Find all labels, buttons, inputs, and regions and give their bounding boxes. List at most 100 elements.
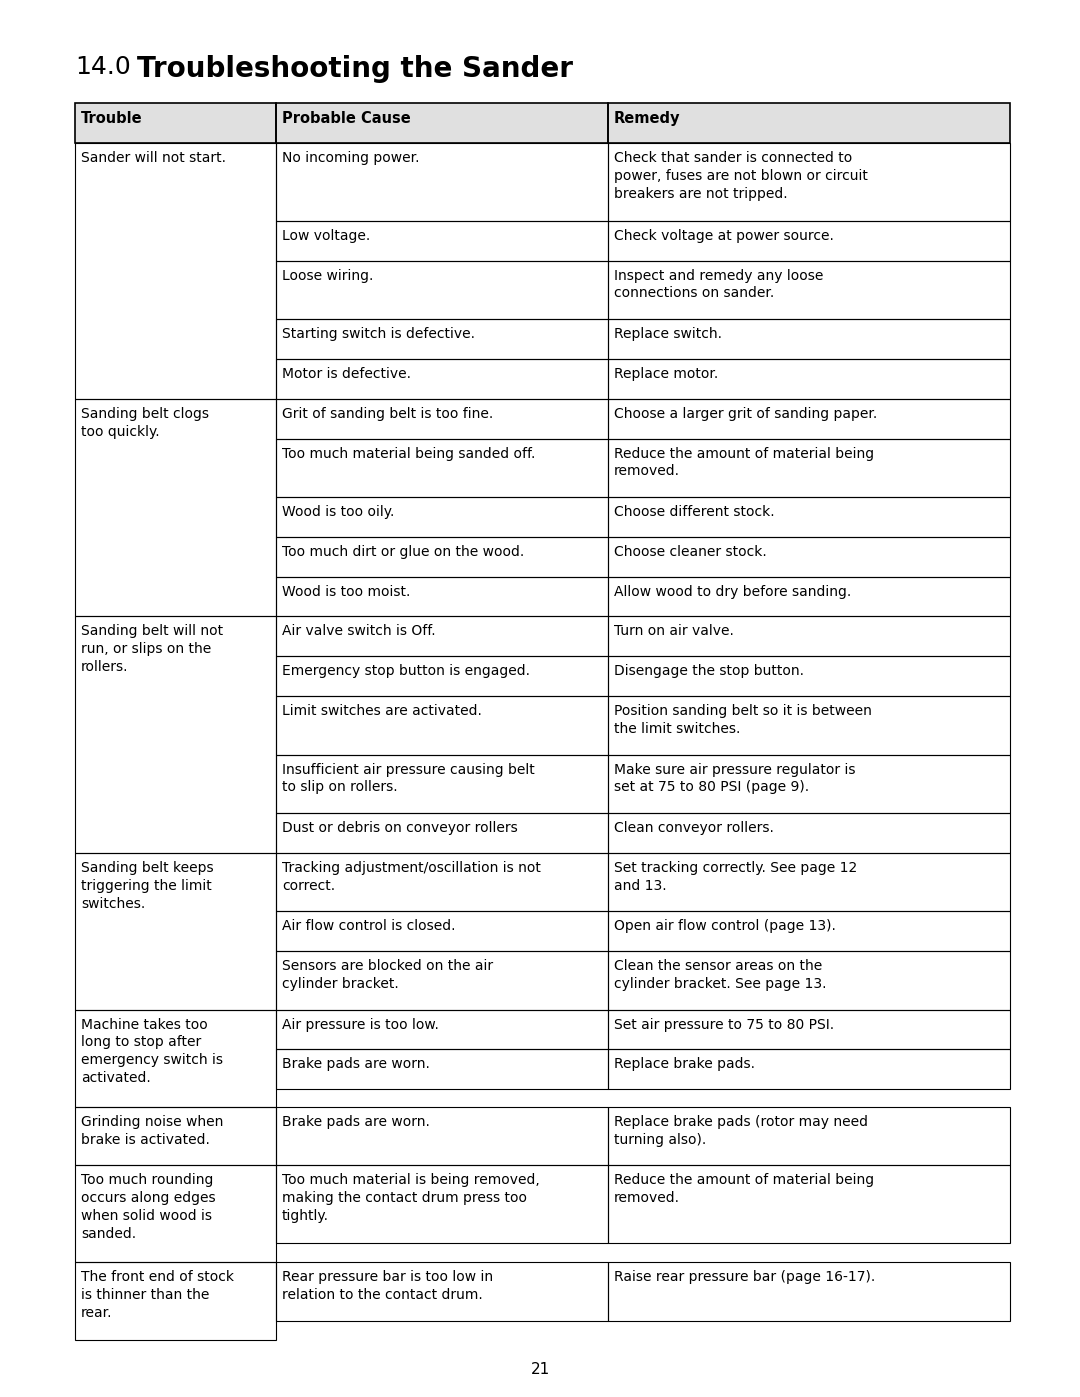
Bar (75, 1263, 276, 1340)
Text: Trouble: Trouble (81, 110, 143, 126)
Bar (75, 616, 276, 852)
Bar (276, 911, 608, 951)
Bar (608, 1263, 1010, 1320)
Bar (608, 439, 1010, 497)
Bar (276, 911, 608, 951)
Bar (75, 103, 276, 142)
Text: Replace motor.: Replace motor. (613, 367, 718, 381)
Text: Choose a larger grit of sanding paper.: Choose a larger grit of sanding paper. (613, 407, 877, 420)
Bar (608, 261, 1010, 319)
Bar (608, 439, 1010, 497)
Bar (276, 1049, 608, 1090)
Bar (608, 1165, 1010, 1243)
Bar (75, 616, 276, 852)
Bar (608, 577, 1010, 616)
Bar (276, 951, 608, 1010)
Text: No incoming power.: No incoming power. (282, 151, 419, 165)
Text: Loose wiring.: Loose wiring. (282, 268, 374, 282)
Bar (75, 142, 276, 398)
Bar (608, 951, 1010, 1010)
Bar (276, 536, 608, 577)
Text: Reduce the amount of material being
removed.: Reduce the amount of material being remo… (613, 1173, 874, 1206)
Text: Brake pads are worn.: Brake pads are worn. (282, 1058, 430, 1071)
Text: Air flow control is closed.: Air flow control is closed. (282, 919, 456, 933)
Text: Dust or debris on conveyor rollers: Dust or debris on conveyor rollers (282, 821, 517, 835)
Bar (276, 616, 608, 657)
Bar (608, 754, 1010, 813)
Bar (608, 911, 1010, 951)
Bar (608, 657, 1010, 696)
Text: Open air flow control (page 13).: Open air flow control (page 13). (613, 919, 836, 933)
Text: Check that sander is connected to
power, fuses are not blown or circuit
breakers: Check that sander is connected to power,… (613, 151, 868, 201)
Bar (608, 398, 1010, 439)
Bar (276, 142, 608, 221)
Bar (276, 261, 608, 319)
Bar (75, 103, 1010, 142)
Bar (75, 852, 276, 1010)
Bar (608, 221, 1010, 261)
Text: 21: 21 (530, 1362, 550, 1377)
Text: Replace brake pads (rotor may need
turning also).: Replace brake pads (rotor may need turni… (613, 1115, 868, 1147)
Bar (608, 319, 1010, 359)
Bar (608, 142, 1010, 221)
Bar (276, 616, 608, 657)
Bar (276, 577, 608, 616)
Text: Remedy: Remedy (613, 110, 680, 126)
Bar (276, 1165, 608, 1243)
Text: Raise rear pressure bar (page 16-17).: Raise rear pressure bar (page 16-17). (613, 1270, 875, 1284)
Bar (608, 359, 1010, 398)
Text: Grit of sanding belt is too fine.: Grit of sanding belt is too fine. (282, 407, 494, 420)
Bar (276, 319, 608, 359)
Bar (608, 754, 1010, 813)
Bar (276, 754, 608, 813)
Bar (608, 497, 1010, 536)
Bar (608, 319, 1010, 359)
Text: Limit switches are activated.: Limit switches are activated. (282, 704, 482, 718)
Bar (276, 319, 608, 359)
Text: Sensors are blocked on the air
cylinder bracket.: Sensors are blocked on the air cylinder … (282, 960, 494, 990)
Text: Sander will not start.: Sander will not start. (81, 151, 226, 165)
Bar (608, 951, 1010, 1010)
Bar (276, 1010, 608, 1049)
Bar (608, 221, 1010, 261)
Text: Clean the sensor areas on the
cylinder bracket. See page 13.: Clean the sensor areas on the cylinder b… (613, 960, 826, 990)
Text: Machine takes too
long to stop after
emergency switch is
activated.: Machine takes too long to stop after eme… (81, 1017, 222, 1085)
Bar (276, 142, 608, 221)
Bar (276, 359, 608, 398)
Text: Position sanding belt so it is between
the limit switches.: Position sanding belt so it is between t… (613, 704, 872, 736)
Bar (608, 696, 1010, 754)
Text: Wood is too moist.: Wood is too moist. (282, 584, 410, 599)
Bar (276, 497, 608, 536)
Bar (75, 1010, 276, 1106)
Bar (608, 398, 1010, 439)
Text: Tracking adjustment/oscillation is not
correct.: Tracking adjustment/oscillation is not c… (282, 861, 541, 893)
Bar (276, 1263, 608, 1320)
Text: Choose different stock.: Choose different stock. (613, 504, 774, 520)
Bar (75, 1165, 276, 1263)
Text: Reduce the amount of material being
removed.: Reduce the amount of material being remo… (613, 447, 874, 478)
Bar (608, 359, 1010, 398)
Bar (276, 221, 608, 261)
Bar (608, 1263, 1010, 1320)
Text: Make sure air pressure regulator is
set at 75 to 80 PSI (page 9).: Make sure air pressure regulator is set … (613, 763, 855, 795)
Text: Wood is too oily.: Wood is too oily. (282, 504, 394, 520)
Text: Motor is defective.: Motor is defective. (282, 367, 411, 381)
Bar (276, 813, 608, 852)
Bar (276, 1263, 608, 1320)
Text: Set tracking correctly. See page 12
and 13.: Set tracking correctly. See page 12 and … (613, 861, 858, 893)
Text: Check voltage at power source.: Check voltage at power source. (613, 229, 834, 243)
Text: Sanding belt keeps
triggering the limit
switches.: Sanding belt keeps triggering the limit … (81, 861, 214, 911)
Bar (276, 696, 608, 754)
Text: Replace brake pads.: Replace brake pads. (613, 1058, 755, 1071)
Text: Troubleshooting the Sander: Troubleshooting the Sander (137, 54, 573, 82)
Text: Too much rounding
occurs along edges
when solid wood is
sanded.: Too much rounding occurs along edges whe… (81, 1173, 216, 1241)
Bar (608, 813, 1010, 852)
Text: Allow wood to dry before sanding.: Allow wood to dry before sanding. (613, 584, 851, 599)
Bar (608, 103, 1010, 142)
Text: Clean conveyor rollers.: Clean conveyor rollers. (613, 821, 774, 835)
Bar (75, 398, 276, 616)
Text: Too much material is being removed,
making the contact drum press too
tightly.: Too much material is being removed, maki… (282, 1173, 540, 1222)
Bar (75, 852, 276, 1010)
Bar (75, 1263, 276, 1340)
Text: Set air pressure to 75 to 80 PSI.: Set air pressure to 75 to 80 PSI. (613, 1017, 834, 1031)
